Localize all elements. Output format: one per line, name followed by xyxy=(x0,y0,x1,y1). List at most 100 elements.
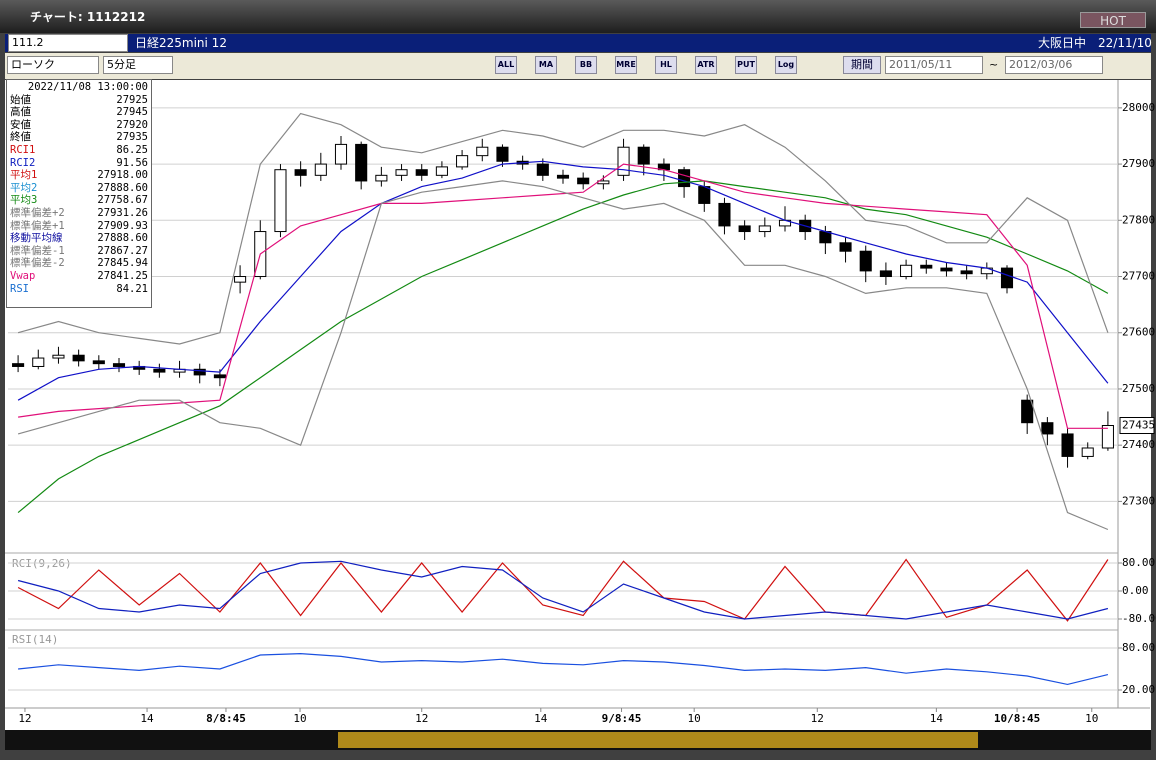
info-value: 27867.27 xyxy=(97,244,148,257)
info-row: 平均1 27918.00 xyxy=(10,169,148,182)
code-input[interactable]: 111.2 xyxy=(8,34,128,52)
x-tick-label: 10 xyxy=(293,712,306,725)
info-row: 安値 27920 xyxy=(10,119,148,132)
info-label: RSI xyxy=(10,282,29,295)
candle-body xyxy=(556,174,570,179)
info-row: 終値 27935 xyxy=(10,131,148,144)
candle-body xyxy=(112,363,126,367)
x-tick-label: 10 xyxy=(1085,712,1098,725)
candle-body xyxy=(698,186,711,204)
y-tick-label: 27600 xyxy=(1122,326,1155,339)
tool-button[interactable]: PUT xyxy=(735,56,757,74)
tool-button[interactable]: MRE xyxy=(615,56,637,74)
candle-body xyxy=(314,163,327,176)
info-label: 平均2 xyxy=(10,181,38,194)
info-row: 平均3 27758.67 xyxy=(10,194,148,207)
y-tick-label: 20.00 xyxy=(1122,683,1155,696)
candle-body xyxy=(678,169,691,188)
info-row: RCI2 91.56 xyxy=(10,157,148,170)
x-tick-label: 14 xyxy=(140,712,154,725)
info-value: 86.25 xyxy=(116,143,148,156)
end-date[interactable]: 2012/03/06 xyxy=(1005,56,1103,74)
start-date[interactable]: 2011/05/11 xyxy=(885,56,983,74)
info-row: 高値 27945 xyxy=(10,106,148,119)
info-label: 安値 xyxy=(10,118,31,131)
candle-body xyxy=(758,225,771,233)
series-line xyxy=(18,652,1109,686)
tool-button[interactable]: HL xyxy=(655,56,677,74)
candle-body xyxy=(577,177,590,185)
info-label: 始値 xyxy=(10,93,31,106)
candle-body xyxy=(274,169,287,233)
candle-body xyxy=(52,354,65,359)
tilde: ~ xyxy=(989,58,999,71)
candle-body xyxy=(355,143,368,182)
tool-button[interactable]: ATR xyxy=(695,56,717,74)
candle-body xyxy=(879,270,892,278)
candle-body xyxy=(1000,267,1014,289)
period-button[interactable]: 期間 xyxy=(843,56,881,74)
info-row: 標準偏差-1 27867.27 xyxy=(10,245,148,258)
info-label: 標準偏差-2 xyxy=(10,257,65,270)
candle-body xyxy=(193,368,206,376)
info-time: 2022/11/08 13:00:00 xyxy=(27,81,148,93)
candle-body xyxy=(920,264,933,269)
candle-body xyxy=(637,146,650,165)
y-tick-label: 27500 xyxy=(1122,382,1155,395)
y-tick-label: -80.00 xyxy=(1122,612,1156,625)
date: 22/11/10 xyxy=(1098,36,1152,50)
y-tick-label: 27800 xyxy=(1122,213,1155,226)
symbol-name: 日経225mini 12 xyxy=(135,36,227,50)
x-tick-label: 10/8:45 xyxy=(994,712,1040,725)
info-row: RCI1 86.25 xyxy=(10,144,148,157)
y-tick-label: 27400 xyxy=(1122,438,1155,451)
series-line xyxy=(17,560,1109,620)
info-label: 標準偏差+2 xyxy=(10,206,65,219)
candle-body xyxy=(1101,425,1114,449)
chart-type-select[interactable]: ローソク xyxy=(7,56,99,74)
tool-button[interactable]: BB xyxy=(575,56,597,74)
last-price-box xyxy=(1119,417,1155,435)
info-value: 27845.94 xyxy=(97,257,148,270)
candle-body xyxy=(476,146,489,157)
info-value: 27918.00 xyxy=(97,169,148,182)
info-panel: 2022/11/08 13:00:00 始値 27925 高値 27945 安値 2792… xyxy=(6,79,152,308)
panel-title: RSI(14) xyxy=(12,633,58,646)
y-tick-label: 27300 xyxy=(1122,494,1155,507)
info-row: 標準偏差+2 27931.26 xyxy=(10,207,148,220)
tool-button[interactable]: ALL xyxy=(495,56,517,74)
info-value: 27888.60 xyxy=(97,181,148,194)
info-value: 27758.67 xyxy=(97,194,148,207)
info-row: 移動平均線 27888.60 xyxy=(10,232,148,245)
tool-button[interactable]: MA xyxy=(535,56,557,74)
info-row: 平均2 27888.60 xyxy=(10,182,148,195)
candle-body xyxy=(415,169,428,176)
interval-select[interactable]: 5分足 xyxy=(103,56,173,74)
info-row: 標準偏差-2 27845.94 xyxy=(10,257,148,270)
candle-body xyxy=(1081,447,1094,457)
title-bar: チャート: 1112212 xyxy=(0,0,1156,33)
series-line xyxy=(18,163,1108,429)
candle-body xyxy=(859,250,872,272)
candle-body xyxy=(617,146,630,176)
chart-background xyxy=(5,80,1151,730)
tool-button[interactable]: Log xyxy=(775,56,797,74)
window-title: チャート: 1112212 xyxy=(30,10,146,24)
info-value: 27920 xyxy=(116,118,148,131)
hot-button[interactable]: HOT xyxy=(1080,12,1146,28)
info-value: 27931.26 xyxy=(97,206,148,219)
x-tick-label: 12 xyxy=(415,712,428,725)
y-tick-label: 80.00 xyxy=(1122,641,1155,654)
candle-body xyxy=(375,174,388,182)
info-row: 始値 27925 xyxy=(10,94,148,107)
x-tick-label: 14 xyxy=(930,712,944,725)
candle-body xyxy=(334,143,348,165)
info-label: 標準偏差-1 xyxy=(10,244,65,257)
candle-body xyxy=(940,267,953,272)
candle-body xyxy=(12,363,25,367)
candle-body xyxy=(72,354,85,362)
info-value: 27888.60 xyxy=(97,232,148,245)
scrollbar-thumb[interactable] xyxy=(338,732,978,748)
